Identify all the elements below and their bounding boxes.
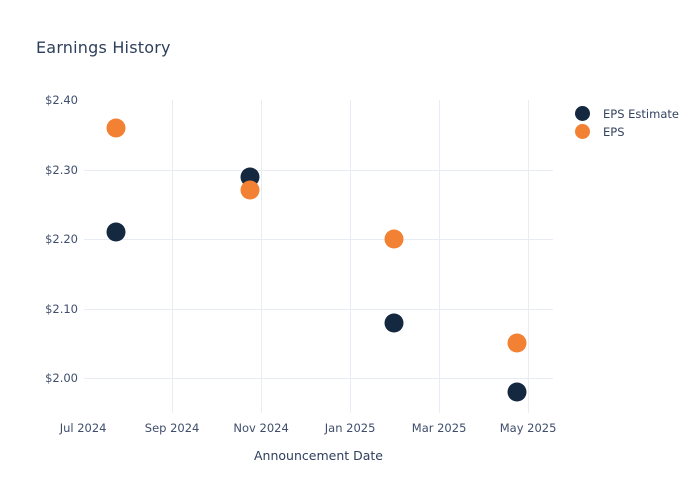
eps-estimate-marker-icon (575, 106, 590, 121)
x-tick-nov-2024: Nov 2024 (233, 421, 289, 435)
x-tick-may-2025: May 2025 (499, 421, 557, 435)
point-eps-2[interactable] (384, 229, 404, 249)
x-axis-title: Announcement Date (254, 448, 383, 463)
gridline-horizontal-2.20 (84, 239, 553, 241)
y-tick-2.20: $2.20 (45, 232, 78, 247)
gridline-vertical-mar-2025 (439, 100, 441, 413)
x-tick-sep-2024: Sep 2024 (144, 421, 200, 435)
gridline-horizontal-2.00 (84, 378, 553, 380)
point-eps-estimate-2[interactable] (384, 313, 404, 333)
gridline-horizontal-2.30 (84, 169, 553, 171)
gridline-vertical-nov-2024 (261, 100, 263, 413)
point-eps-1[interactable] (240, 180, 260, 200)
legend: EPS Estimate EPS (575, 106, 679, 139)
y-tick-2.10: $2.10 (45, 301, 78, 316)
x-tick-jan-2025: Jan 2025 (324, 421, 376, 435)
point-eps-estimate-3[interactable] (507, 382, 527, 402)
y-tick-2.40: $2.40 (45, 93, 78, 107)
point-eps-3[interactable] (507, 333, 527, 353)
gridline-vertical-sep-2024 (172, 100, 174, 413)
legend-item-eps-estimate[interactable]: EPS Estimate (575, 106, 679, 121)
x-tick-mar-2025: Mar 2025 (411, 421, 467, 435)
point-eps-0[interactable] (106, 118, 126, 138)
gridline-vertical-may-2025 (528, 100, 530, 413)
eps-marker-icon (575, 124, 590, 139)
gridline-horizontal-2.10 (84, 308, 553, 310)
gridline-vertical-jan-2025 (350, 100, 352, 413)
chart-title: Earnings History (36, 38, 171, 57)
point-eps-estimate-0[interactable] (106, 222, 126, 242)
y-tick-2.00: $2.00 (45, 371, 78, 386)
y-tick-2.30: $2.30 (45, 162, 78, 177)
plot-area (84, 100, 553, 413)
x-tick-jul-2024: Jul 2024 (59, 421, 107, 435)
legend-label-eps: EPS (603, 124, 625, 139)
legend-item-eps[interactable]: EPS (575, 124, 679, 139)
legend-label-eps-estimate: EPS Estimate (603, 106, 679, 121)
